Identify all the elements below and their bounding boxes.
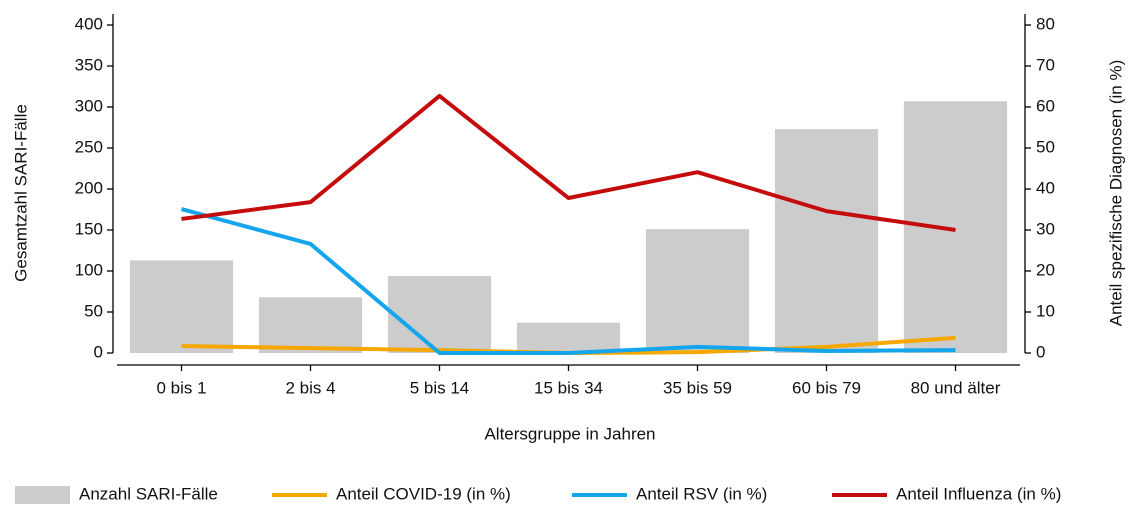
bar bbox=[258, 297, 363, 353]
y-tick-label: 200 bbox=[75, 178, 103, 197]
bar bbox=[129, 260, 234, 353]
y2-tick-label: 50 bbox=[1036, 137, 1055, 156]
legend-swatch bbox=[15, 486, 70, 504]
bar bbox=[645, 229, 750, 353]
y2-tick-label: 70 bbox=[1036, 55, 1055, 74]
y-tick-label: 150 bbox=[75, 219, 103, 238]
y-tick-label: 400 bbox=[75, 14, 103, 33]
y-tick-label: 250 bbox=[75, 137, 103, 156]
x-tick-label: 5 bis 14 bbox=[410, 378, 470, 397]
y-tick-label: 0 bbox=[94, 342, 103, 361]
x-tick-label: 2 bis 4 bbox=[285, 378, 335, 397]
line-series bbox=[180, 207, 956, 355]
bar bbox=[903, 101, 1008, 353]
x-tick-label: 0 bis 1 bbox=[156, 378, 206, 397]
x-axis-label: Altersgruppe in Jahren bbox=[484, 424, 655, 443]
y-tick-label: 350 bbox=[75, 55, 103, 74]
y2-axis-label: Anteil spezifische Diagnosen (in %) bbox=[1106, 60, 1125, 326]
y2-tick-label: 30 bbox=[1036, 219, 1055, 238]
legend-label: Anteil RSV (in %) bbox=[636, 484, 767, 503]
legend-label: Anteil Influenza (in %) bbox=[896, 484, 1061, 503]
y-axis-label: Gesamtzahl SARI-Fälle bbox=[11, 104, 30, 282]
y2-tick-label: 60 bbox=[1036, 96, 1055, 115]
bar bbox=[774, 129, 879, 353]
y2-tick-label: 10 bbox=[1036, 301, 1055, 320]
y2-tick-label: 20 bbox=[1036, 260, 1055, 279]
bar bbox=[516, 322, 621, 353]
bar bbox=[387, 275, 492, 353]
y2-tick-label: 40 bbox=[1036, 178, 1055, 197]
y-tick-label: 50 bbox=[84, 301, 103, 320]
x-tick-label: 60 bis 79 bbox=[792, 378, 861, 397]
legend-label: Anteil COVID-19 (in %) bbox=[336, 484, 511, 503]
y-tick-label: 100 bbox=[75, 260, 103, 279]
x-tick-label: 80 und älter bbox=[911, 378, 1001, 397]
line-series bbox=[181, 93, 956, 232]
y2-tick-label: 80 bbox=[1036, 14, 1055, 33]
x-tick-label: 35 bis 59 bbox=[663, 378, 732, 397]
x-tick-label: 15 bis 34 bbox=[534, 378, 603, 397]
legend-label: Anzahl SARI-Fälle bbox=[79, 484, 218, 503]
y-tick-label: 300 bbox=[75, 96, 103, 115]
y2-tick-label: 0 bbox=[1036, 342, 1045, 361]
